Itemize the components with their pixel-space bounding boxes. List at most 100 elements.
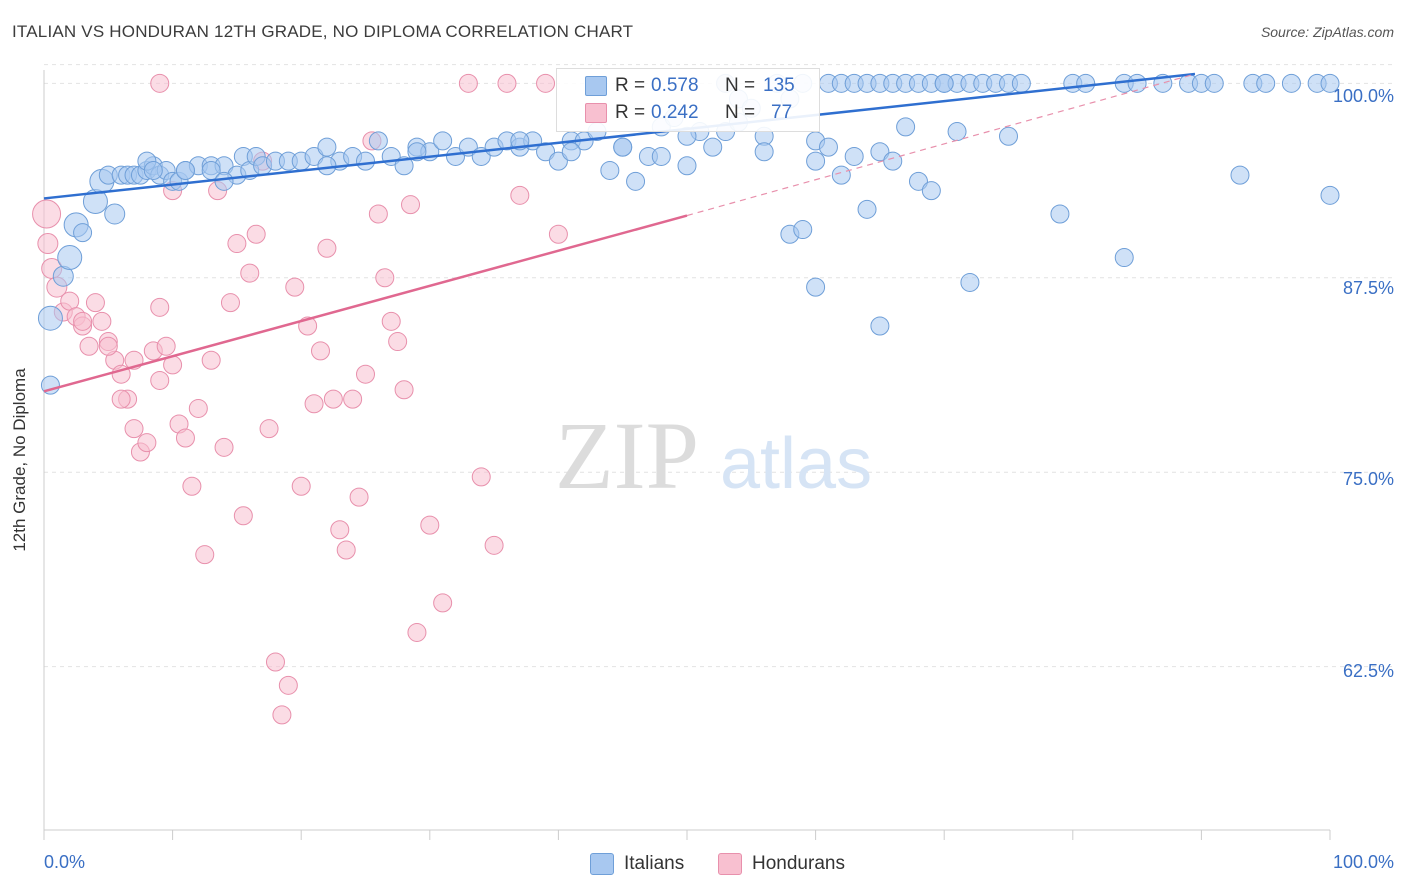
hondurans-point	[356, 364, 375, 384]
hondurans-point	[37, 233, 59, 255]
y-tick-62-5: 62.5%	[1342, 661, 1394, 681]
italians-point	[883, 151, 903, 171]
watermark: ZIP atlas	[555, 402, 872, 509]
italians-point	[1204, 73, 1224, 93]
hondurans-trend-line	[43, 214, 688, 393]
hondurans-point	[375, 268, 395, 288]
hondurans-point	[201, 350, 221, 370]
italians-point	[703, 137, 723, 157]
italians-point	[831, 165, 851, 185]
hondurans-point	[233, 506, 253, 526]
italians-point	[1320, 73, 1340, 93]
italians-point	[214, 171, 234, 191]
hondurans-point	[304, 394, 324, 414]
italians-point	[1230, 165, 1250, 185]
italians-point	[317, 137, 337, 157]
y-tick-75: 75.0%	[1342, 469, 1394, 489]
hondurans-point	[182, 476, 202, 496]
italians-point	[1050, 204, 1070, 224]
hondurans-point	[336, 540, 356, 560]
legend-r-label: R =	[615, 75, 646, 96]
italians-point	[446, 146, 466, 166]
italians-point	[908, 171, 928, 191]
italians-point	[536, 142, 556, 162]
italians-point	[806, 277, 826, 297]
hondurans-point	[175, 428, 195, 448]
hondurans-point	[124, 419, 144, 439]
italians-point	[999, 126, 1018, 146]
italians-point	[104, 203, 126, 225]
trend-lines	[43, 72, 1196, 393]
italians-point	[304, 146, 324, 166]
x-axis-min-label: 0.0%	[44, 852, 86, 872]
italians-point	[870, 142, 890, 162]
italians-point	[73, 223, 93, 243]
italians-point	[37, 305, 63, 331]
hondurans-point	[458, 73, 478, 93]
legend-r-label: R =	[615, 102, 646, 123]
legend-label-hondurans: Hondurans	[752, 853, 845, 874]
hondurans-point	[220, 293, 240, 313]
hondurans-point	[195, 545, 215, 565]
y-tick-87-5: 87.5%	[1342, 278, 1394, 298]
italians-point	[921, 181, 941, 201]
italians-point	[960, 272, 980, 292]
legend-n-label: N =	[725, 75, 756, 96]
italians-point	[561, 142, 581, 162]
hondurans-point	[310, 341, 330, 361]
hondurans-point	[323, 389, 343, 409]
italians-point	[1256, 73, 1276, 93]
legend-n-value: 135	[763, 75, 795, 96]
hondurans-point	[407, 622, 427, 642]
y-axis-title: 12th Grade, No Diploma	[10, 368, 29, 552]
italians-point	[407, 142, 427, 162]
hondurans-point	[265, 652, 285, 672]
hondurans-point	[484, 535, 504, 555]
italians-point	[368, 131, 388, 151]
hondurans-point	[317, 238, 337, 258]
hondurans-point	[98, 336, 118, 356]
y-axis-title-wrap: 12th Grade, No Diploma	[0, 300, 40, 620]
watermark-zip: ZIP	[555, 402, 699, 509]
italians-point	[857, 199, 877, 219]
legend-swatch-hondurans	[718, 853, 742, 875]
chart-title: ITALIAN VS HONDURAN 12TH GRADE, NO DIPLO…	[12, 22, 634, 41]
italians-point	[934, 73, 954, 93]
italians-points	[37, 73, 1340, 395]
hondurans-point	[433, 593, 453, 613]
legend-row-italians: R = 0.578 N = 135	[557, 73, 819, 99]
italians-point	[1320, 185, 1340, 205]
hondurans-point	[368, 204, 388, 224]
hondurans-point	[548, 224, 568, 244]
italians-point	[947, 122, 967, 142]
italians-point	[1011, 73, 1031, 93]
legend-row-hondurans: R = 0.242 N = 77	[557, 100, 819, 126]
hondurans-point	[137, 433, 157, 453]
hondurans-point	[150, 370, 170, 390]
x-axis-max-label: 100.0%	[1332, 852, 1394, 872]
italians-point	[896, 117, 916, 137]
watermark-atlas: atlas	[720, 424, 872, 504]
hondurans-point	[150, 73, 170, 93]
hondurans-point	[471, 467, 491, 487]
hondurans-point	[330, 520, 350, 540]
hondurans-point	[278, 675, 298, 695]
italians-point	[143, 160, 163, 180]
chart-source: Source: ZipAtlas.com	[1260, 24, 1394, 40]
hondurans-point	[156, 336, 176, 356]
hondurans-point	[111, 389, 131, 409]
italians-point	[651, 146, 671, 166]
hondurans-point	[349, 487, 369, 507]
hondurans-point	[388, 332, 408, 352]
hondurans-point	[497, 73, 517, 93]
hondurans-point	[73, 311, 93, 331]
italians-trend-line	[43, 72, 1196, 200]
italians-point	[626, 171, 646, 191]
italians-point	[317, 156, 337, 176]
hondurans-point	[285, 277, 305, 297]
hondurans-point	[85, 293, 105, 313]
italians-point	[677, 156, 697, 176]
hondurans-point	[214, 437, 234, 457]
italians-point	[356, 151, 375, 171]
